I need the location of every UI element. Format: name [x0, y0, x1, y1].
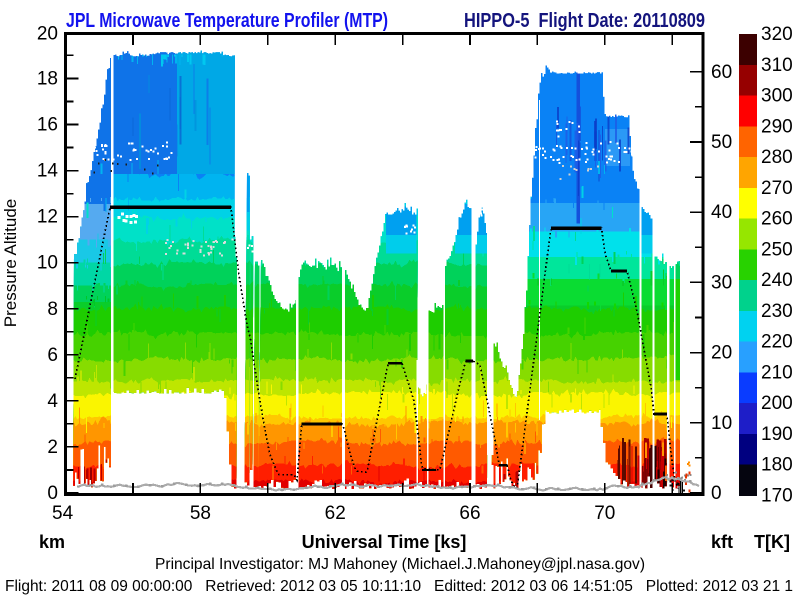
- svg-text:30: 30: [711, 272, 732, 293]
- svg-text:Principal Investigator: MJ Mah: Principal Investigator: MJ Mahoney (Mich…: [155, 556, 645, 573]
- svg-text:50: 50: [711, 132, 732, 153]
- svg-text:10: 10: [37, 253, 58, 274]
- svg-text:220: 220: [761, 332, 793, 353]
- svg-text:20: 20: [37, 24, 58, 45]
- svg-text:16: 16: [37, 115, 58, 136]
- svg-text:20: 20: [711, 343, 732, 364]
- svg-text:270: 270: [761, 178, 793, 199]
- svg-text:Pressure Altitude: Pressure Altitude: [1, 199, 20, 328]
- svg-text:240: 240: [761, 270, 793, 291]
- svg-text:60: 60: [711, 62, 732, 83]
- svg-text:JPL Microwave Temperature Prof: JPL Microwave Temperature Profiler (MTP): [66, 10, 388, 32]
- svg-text:0: 0: [47, 483, 58, 504]
- svg-text:Universal Time [ks]: Universal Time [ks]: [302, 532, 467, 552]
- svg-text:66: 66: [459, 503, 480, 524]
- svg-text:Flight: 2011 08 09 00:00:00: Flight: 2011 08 09 00:00:00 Retrieved: 2…: [5, 578, 793, 595]
- svg-text:70: 70: [594, 503, 615, 524]
- svg-text:290: 290: [761, 116, 793, 137]
- svg-text:320: 320: [761, 24, 793, 45]
- svg-text:8: 8: [47, 299, 58, 320]
- svg-text:T[K]: T[K]: [754, 532, 790, 552]
- svg-text:190: 190: [761, 424, 793, 445]
- svg-text:200: 200: [761, 393, 793, 414]
- svg-text:HIPPO-5 Flight Date: 20110809: HIPPO-5 Flight Date: 20110809: [464, 10, 705, 32]
- svg-text:12: 12: [37, 207, 58, 228]
- svg-text:180: 180: [761, 455, 793, 476]
- svg-text:40: 40: [711, 202, 732, 223]
- svg-text:km: km: [39, 532, 65, 552]
- svg-text:58: 58: [190, 503, 211, 524]
- svg-text:kft: kft: [711, 532, 733, 552]
- svg-text:230: 230: [761, 301, 793, 322]
- svg-text:300: 300: [761, 86, 793, 107]
- svg-text:2: 2: [47, 437, 58, 458]
- svg-text:54: 54: [52, 503, 74, 524]
- svg-text:4: 4: [47, 391, 58, 412]
- svg-text:280: 280: [761, 147, 793, 168]
- svg-text:62: 62: [325, 503, 346, 524]
- svg-text:310: 310: [761, 55, 793, 76]
- svg-text:210: 210: [761, 362, 793, 383]
- svg-text:10: 10: [711, 413, 732, 434]
- svg-text:14: 14: [37, 161, 59, 182]
- svg-text:0: 0: [711, 483, 722, 504]
- svg-text:260: 260: [761, 209, 793, 230]
- svg-text:250: 250: [761, 239, 793, 260]
- svg-text:170: 170: [761, 486, 793, 507]
- svg-text:6: 6: [47, 345, 58, 366]
- svg-text:18: 18: [37, 69, 58, 90]
